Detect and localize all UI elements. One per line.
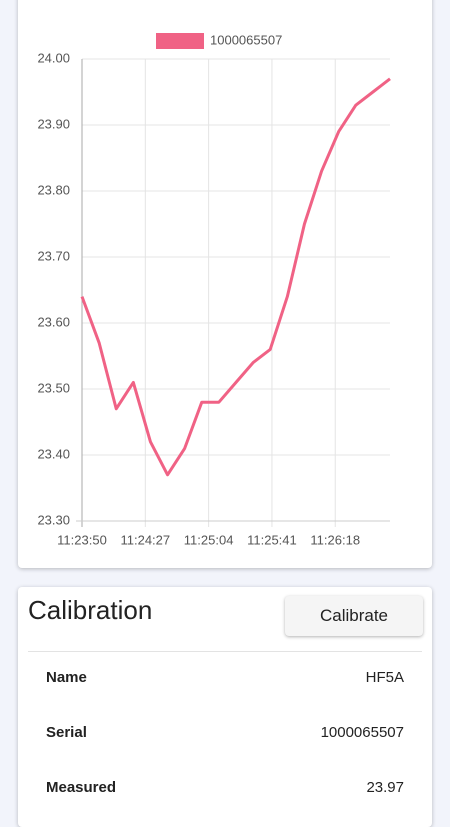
section-title: Calibration [28, 595, 153, 625]
y-tick-label: 24.00 [37, 50, 70, 65]
row-label: Name [46, 669, 87, 686]
divider [28, 651, 422, 652]
y-tick-label: 23.50 [37, 380, 70, 395]
row-value: HF5A [365, 669, 404, 686]
info-row: Serial 1000065507 [46, 724, 404, 741]
x-tick-label: 11:24:27 [120, 532, 170, 547]
row-value: 23.97 [366, 779, 404, 796]
info-row: Measured 23.97 [46, 779, 404, 796]
y-tick-label: 23.60 [37, 314, 70, 329]
screen: 23.30 23.40 23.50 23.60 23.70 23.80 23.90 24.00… [18, 0, 432, 827]
chart-card [18, 0, 432, 568]
x-tick-label: 11:23:50 [57, 532, 107, 547]
y-tick-label: 23.40 [37, 446, 70, 461]
x-tick-label: 11:25:41 [247, 532, 297, 547]
row-label: Measured [46, 779, 117, 796]
info-row: Name HF5A [46, 669, 404, 686]
y-tick-label: 23.90 [37, 116, 70, 131]
row-value: 1000065507 [320, 724, 404, 741]
legend-swatch [156, 33, 204, 49]
calibration-card: Calibration Calibrate Name HF5A Serial 100… [18, 587, 432, 827]
row-label: Serial [46, 724, 87, 741]
y-tick-label: 23.70 [37, 248, 70, 263]
y-tick-label: 23.30 [37, 512, 70, 527]
data-line [80, 77, 391, 477]
x-tick-label: 11:25:04 [184, 532, 234, 547]
chart: 23.30 23.40 23.50 23.60 23.70 23.80 23.90 24.00… [37, 32, 391, 547]
calibrate-button[interactable]: Calibrate [285, 596, 423, 636]
x-tick-label: 11:26:18 [310, 532, 360, 547]
y-tick-label: 23.80 [37, 182, 70, 197]
legend-label: 1000065507 [210, 32, 282, 47]
